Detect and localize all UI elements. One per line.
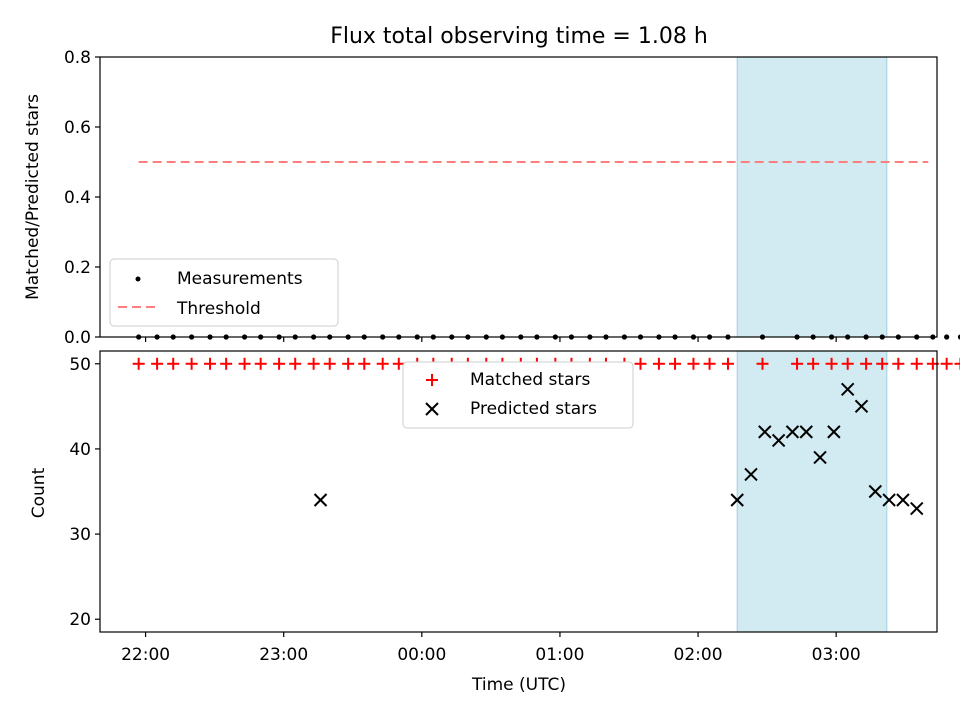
- top-y-ticks: 0.0 0.2 0.4 0.6 0.8: [64, 48, 100, 348]
- matched-stars-point: [151, 357, 164, 370]
- matched-stars-point: [185, 357, 198, 370]
- matched-stars-point: [910, 357, 923, 370]
- matched-stars-point: [254, 357, 267, 370]
- matched-stars-point: [703, 357, 716, 370]
- matched-stars-point: [342, 357, 355, 370]
- bottom-y-tick-label: 20: [69, 610, 91, 630]
- predicted-stars-point: [758, 425, 772, 439]
- bottom-legend: Matched stars Predicted stars: [402, 361, 634, 429]
- x-tick-label: 22:00: [121, 645, 170, 665]
- predicted-stars-point: [868, 484, 883, 499]
- x-tick-label: 03:00: [812, 645, 861, 665]
- top-y-tick-label: 0.2: [64, 258, 91, 278]
- bottom-y-axis-label: Count: [29, 467, 49, 518]
- matched-stars-point: [791, 357, 804, 370]
- top-panel: 0.00.20.40.60.8 Matched/Predicted stars …: [23, 48, 960, 348]
- bottom-y-tick-label: 40: [69, 440, 91, 460]
- top-shaded-region: [736, 56, 888, 338]
- measurement-point: [944, 334, 950, 340]
- top-axes-frame: [99, 56, 938, 338]
- predicted-stars-point: [730, 493, 744, 507]
- top-legend-box: [109, 258, 339, 327]
- measurement-point: [957, 334, 960, 340]
- predicted-stars-point: [785, 425, 800, 439]
- bottom-y-ticks: 20 30 40 50: [69, 355, 100, 630]
- bottom-y-tick-label: 30: [69, 525, 91, 545]
- predicted-stars-point: [799, 425, 813, 439]
- legend-predicted-marker: [425, 402, 439, 416]
- matched-stars-point: [132, 357, 145, 370]
- matched-stars-point: [669, 357, 682, 370]
- top-y-tick-label: 0.6: [64, 118, 91, 138]
- legend-matched-marker: [426, 374, 438, 386]
- top-series: [136, 161, 960, 340]
- matched-stars-point: [860, 357, 873, 370]
- top-x-ticks: [144, 337, 837, 342]
- x-tick-label: 02:00: [674, 645, 723, 665]
- x-tick-label: 23:00: [259, 645, 308, 665]
- x-axis-label: Time (UTC): [471, 675, 566, 695]
- predicted-stars-point: [813, 450, 827, 465]
- predicted-stars-point: [313, 493, 328, 507]
- matched-stars-point: [954, 357, 960, 370]
- top-legend: Measurements Threshold: [109, 258, 339, 327]
- matched-stars-point: [756, 357, 769, 370]
- matched-stars-point: [204, 357, 217, 370]
- bottom-legend-box: [402, 361, 634, 429]
- predicted-stars-point: [840, 382, 855, 397]
- top-y-tick-label: 0.8: [64, 48, 91, 68]
- predicted-stars-point: [827, 425, 841, 439]
- matched-stars-point: [273, 357, 286, 370]
- matched-stars-point: [376, 357, 389, 370]
- bottom-y-tick-label: 50: [69, 355, 91, 375]
- predicted-stars-point: [744, 467, 758, 482]
- predicted-stars-point: [882, 493, 896, 507]
- matched-stars-point: [238, 357, 251, 370]
- matched-stars-point: [289, 357, 302, 370]
- top-y-tick-label: 0.4: [64, 188, 91, 208]
- matched-stars-point: [634, 357, 647, 370]
- matched-stars-point: [841, 357, 854, 370]
- bottom-axes-frame: [99, 350, 938, 633]
- matched-stars-point: [687, 357, 700, 370]
- matched-stars-point: [652, 357, 665, 370]
- x-tick-label: 00:00: [397, 645, 446, 665]
- matched-stars-point: [167, 357, 180, 370]
- matched-stars-point: [220, 357, 233, 370]
- matched-stars-point: [892, 357, 905, 370]
- matched-stars-point: [307, 357, 320, 370]
- matched-stars-point: [323, 357, 336, 370]
- matched-stars-point: [358, 357, 371, 370]
- chart-title: Flux total observing time = 1.08 h: [330, 24, 708, 49]
- x-tick-label: 01:00: [535, 645, 584, 665]
- bottom-shaded-region: [736, 350, 888, 633]
- top-y-tick-label: 0.0: [64, 328, 91, 348]
- legend-threshold-label: Threshold: [176, 299, 261, 319]
- matched-stars-point: [807, 357, 820, 370]
- legend-measurements-marker: [135, 276, 141, 282]
- top-y-axis-label: Matched/Predicted stars: [23, 94, 43, 300]
- matched-stars-point: [825, 357, 838, 370]
- predicted-stars-point: [896, 493, 910, 507]
- matched-stars-point: [721, 357, 734, 370]
- matched-stars-point: [392, 357, 405, 370]
- legend-matched-label: Matched stars: [470, 370, 590, 390]
- predicted-stars-point: [854, 399, 869, 414]
- legend-predicted-label: Predicted stars: [470, 399, 597, 419]
- matched-stars-point: [940, 357, 953, 370]
- legend-measurements-label: Measurements: [177, 269, 303, 289]
- predicted-stars-point: [771, 433, 786, 448]
- matched-stars-point: [876, 357, 889, 370]
- predicted-stars-point: [910, 501, 924, 516]
- bottom-x-ticks: 22:00 23:00 00:00 01:00 02:00 03:00: [121, 632, 861, 665]
